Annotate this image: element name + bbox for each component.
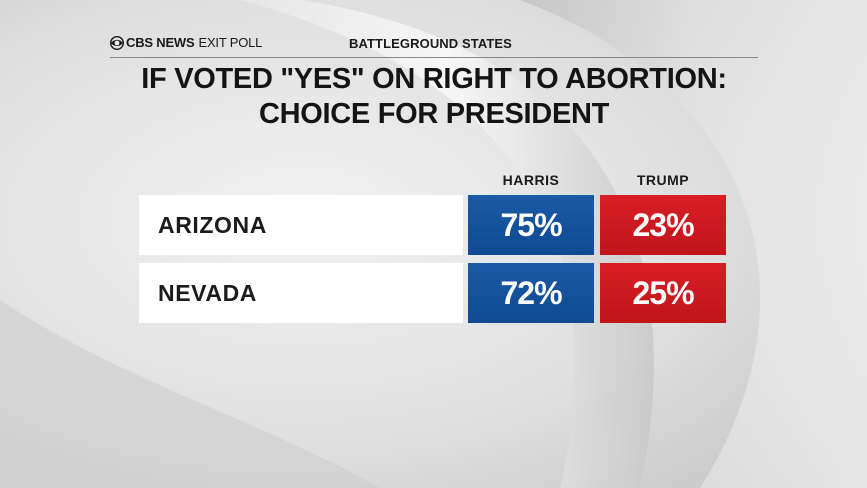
cell-arizona-harris: 75%: [468, 195, 594, 255]
column-header-harris: HARRIS: [502, 172, 560, 188]
cbs-news-logo: CBS NEWS EXIT POLL: [110, 35, 262, 50]
title-line-1: IF VOTED "YES" ON RIGHT TO ABORTION:: [141, 63, 727, 95]
column-header-trump: TRUMP: [636, 172, 690, 188]
header-bar: CBS NEWS EXIT POLL BATTLEGROUND STATES: [110, 33, 758, 58]
cbs-eye-icon: [110, 35, 124, 50]
cell-nevada-harris: 72%: [468, 263, 594, 323]
cell-nevada-trump: 25%: [600, 263, 726, 323]
brand-suffix: EXIT POLL: [198, 35, 263, 50]
row-label-arizona: ARIZONA: [139, 195, 463, 255]
title-line-2: CHOICE FOR PRESIDENT: [258, 98, 610, 130]
section-label: BATTLEGROUND STATES: [349, 36, 512, 51]
row-label-nevada: NEVADA: [139, 263, 463, 323]
brand-name: CBS NEWS: [126, 35, 195, 50]
cell-arizona-trump: 23%: [600, 195, 726, 255]
chart-title: IF VOTED "YES" ON RIGHT TO ABORTION: CHO…: [110, 62, 758, 132]
